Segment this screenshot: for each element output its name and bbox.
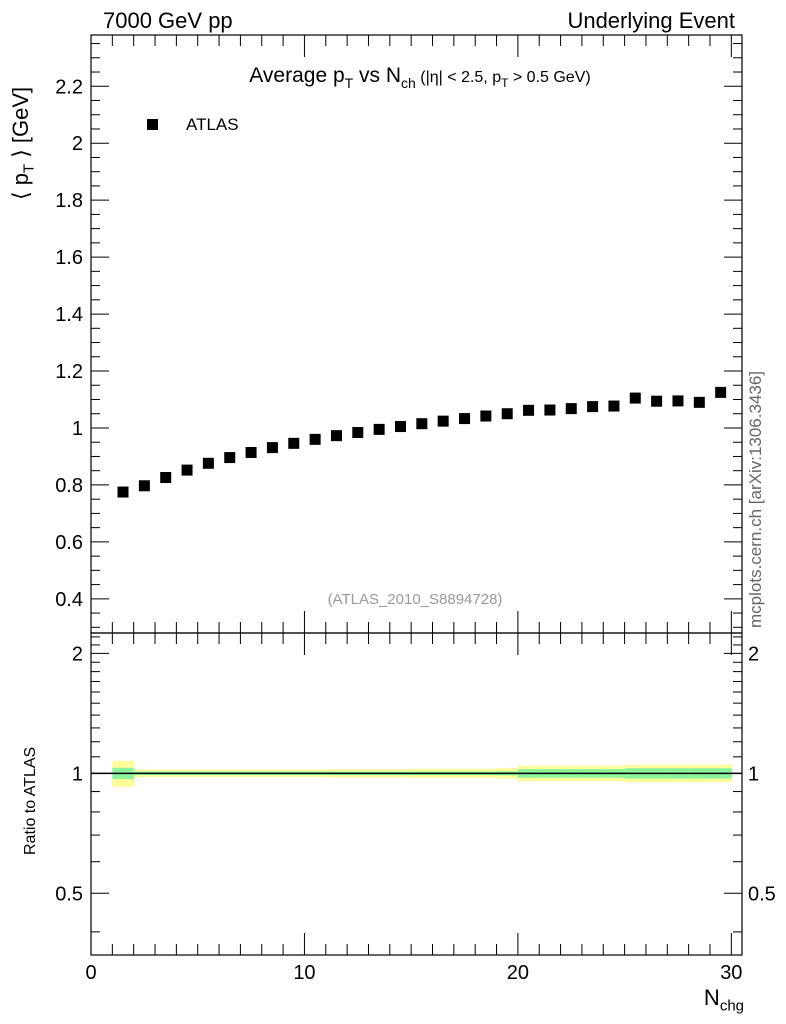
data-point	[330, 430, 342, 442]
main-y-tick-label: 0.8	[55, 475, 83, 497]
data-point	[608, 400, 620, 412]
data-point	[181, 464, 193, 476]
main-y-tick-label: 2.2	[55, 76, 83, 98]
data-point	[266, 442, 278, 454]
data-point	[352, 427, 364, 439]
ratio-y-tick-label-right: 2	[748, 643, 759, 665]
ratio-y-tick-label-left: 1	[72, 763, 83, 785]
analysis-tag: (ATLAS_2010_S8894728)	[328, 591, 503, 608]
header-left: 7000 GeV pp	[103, 8, 233, 33]
data-point	[523, 404, 535, 416]
main-y-tick-label: 1.6	[55, 247, 83, 269]
data-point	[117, 486, 129, 498]
ratio-plot-border	[90, 632, 743, 956]
main-y-tick-label: 2	[72, 133, 83, 155]
main-plot-title: Average pT vs Nch (|η| < 2.5, pT > 0.5 G…	[249, 64, 590, 91]
data-point	[501, 408, 513, 420]
data-point	[651, 395, 663, 407]
x-axis-label: Nchg	[703, 985, 744, 1015]
main-y-tick-label: 0.4	[55, 589, 83, 611]
data-point	[629, 392, 641, 404]
data-point	[544, 404, 556, 416]
data-point	[224, 452, 236, 464]
header-right: Underlying Event	[567, 8, 735, 33]
data-point	[288, 437, 300, 449]
main-y-tick-label: 1.4	[55, 304, 83, 326]
x-tick-label: 0	[85, 962, 96, 984]
main-y-tick-label: 1.8	[55, 190, 83, 212]
ratio-plot-frame: 0 10 20 30 0.5 0.5 1 1 2 2	[55, 632, 776, 984]
data-point	[437, 415, 449, 427]
ratio-y-tick-label-right: 1	[748, 763, 759, 785]
legend-marker	[147, 119, 158, 130]
data-point	[693, 396, 705, 408]
legend-label: ATLAS	[186, 115, 239, 134]
data-point	[309, 433, 321, 445]
data-point	[394, 421, 406, 433]
data-point	[672, 395, 684, 407]
data-point	[138, 480, 150, 492]
ratio-y-tick-label-left: 0.5	[55, 883, 83, 905]
data-point	[715, 386, 727, 398]
main-y-tick-label: 0.6	[55, 532, 83, 554]
x-tick-label: 20	[507, 962, 529, 984]
main-y-tick-label: 1.2	[55, 361, 83, 383]
data-point	[416, 418, 428, 430]
data-point	[587, 401, 599, 413]
x-tick-label: 10	[293, 962, 315, 984]
ratio-y-tick-label-left: 2	[72, 643, 83, 665]
data-point	[202, 457, 214, 469]
main-plot-frame: 0.4 0.6 0.8 1 1.2 1.4 1.6 1.8 2 2.2	[55, 34, 743, 634]
data-point	[245, 446, 257, 458]
x-tick-label: 30	[720, 962, 742, 984]
data-point	[459, 413, 471, 425]
data-point	[480, 410, 492, 422]
data-point	[565, 403, 577, 415]
main-y-tick-label: 1	[72, 418, 83, 440]
data-point	[373, 423, 385, 435]
data-point	[160, 472, 172, 484]
ratio-y-tick-label-right: 0.5	[748, 883, 776, 905]
